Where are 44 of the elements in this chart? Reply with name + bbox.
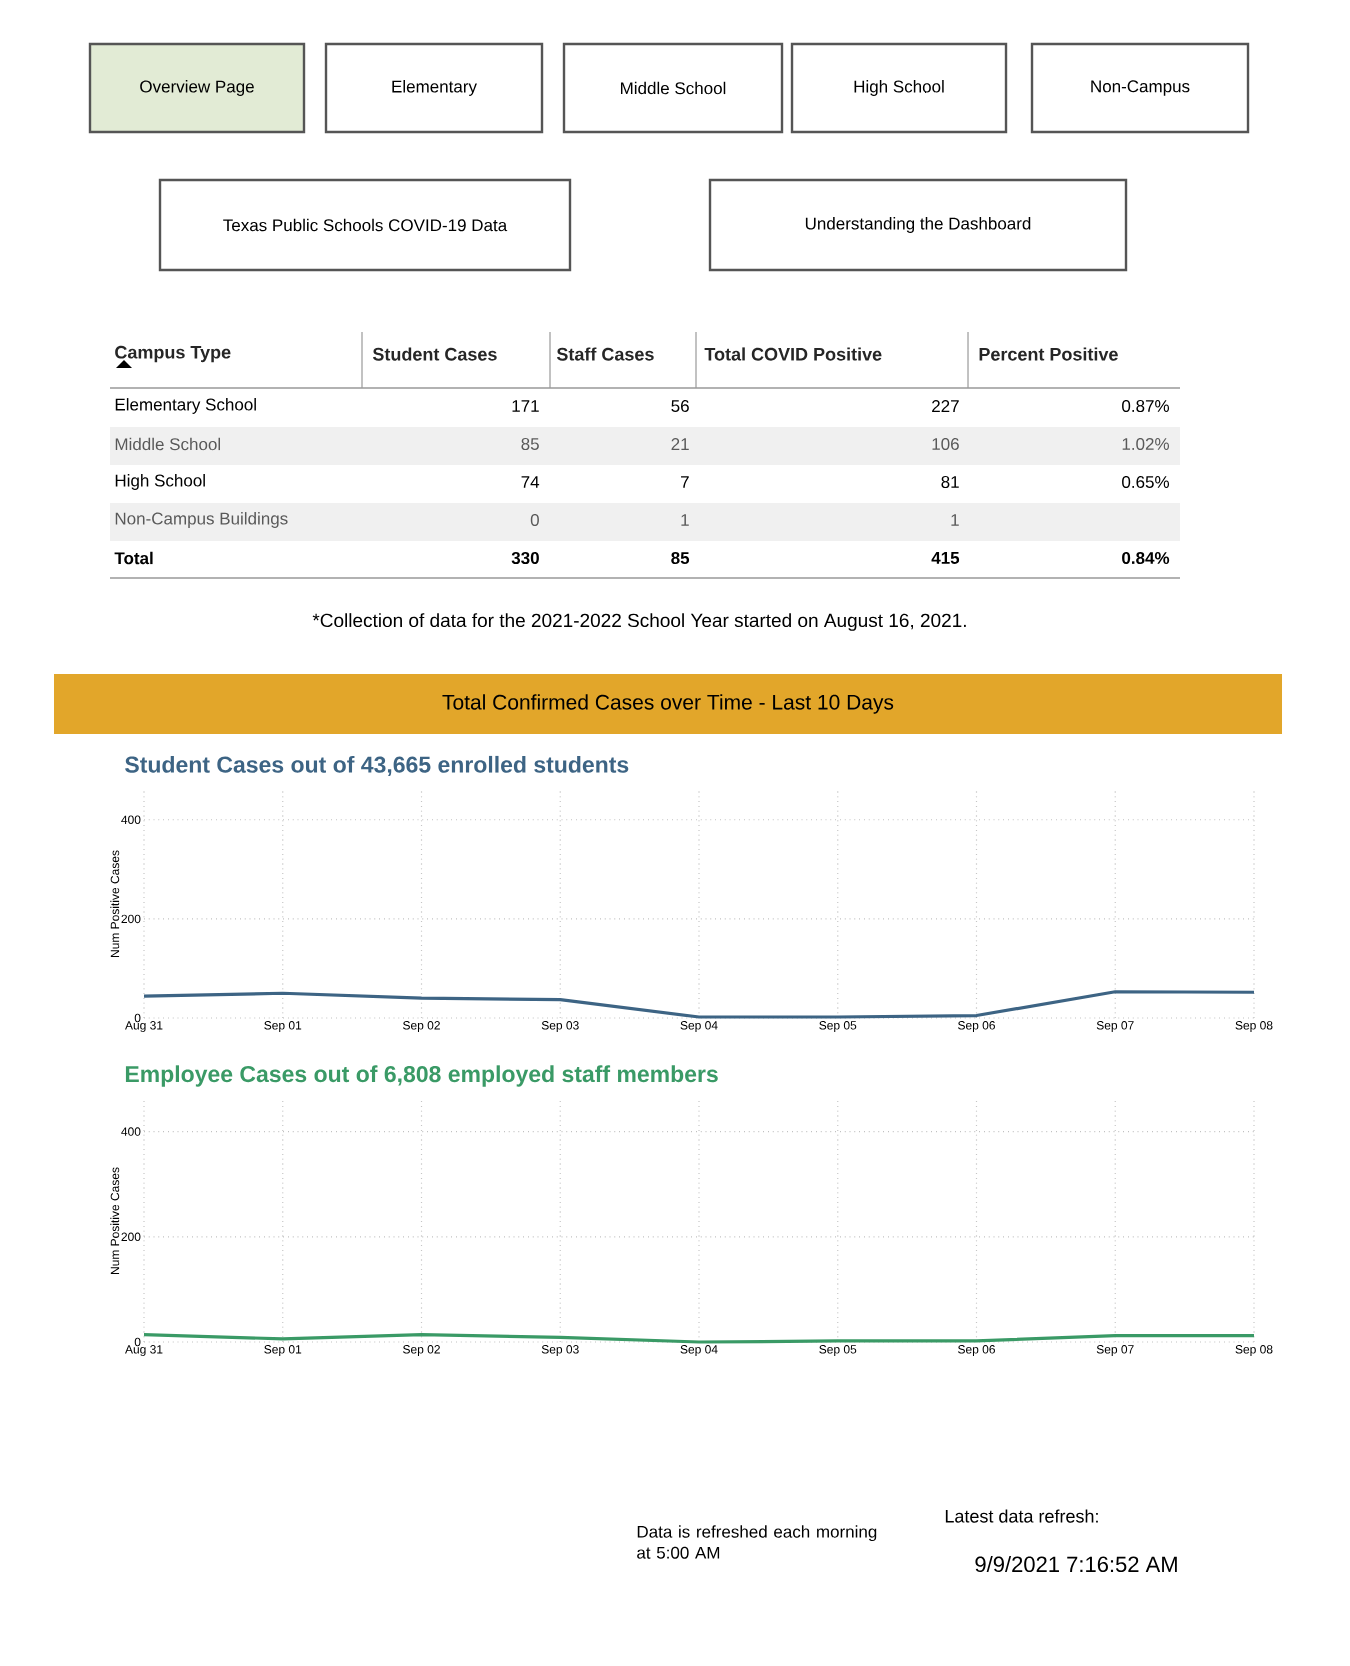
text: Percent Positive — [979, 347, 1118, 361]
text: High School — [854, 80, 944, 96]
chart-subtitle: Student Cases out of 43,665 enrolled students — [125, 755, 629, 777]
text: 7 — [681, 476, 689, 488]
text: Understanding the Dashboard — [805, 217, 1031, 233]
text: 106 — [932, 438, 959, 451]
text: Staff Cases — [556, 347, 654, 361]
text: Elementary School — [115, 398, 256, 414]
text: Data is refreshed each morning at 5:00 AM — [637, 1525, 877, 1559]
text: 85 — [521, 438, 539, 451]
text: 85 — [671, 552, 690, 565]
text: Total — [114, 551, 153, 565]
text: Overview Page — [140, 80, 254, 96]
text: 171 — [512, 400, 539, 412]
text: 1 — [681, 514, 689, 526]
text: Middle School — [115, 437, 220, 451]
text: Non-Campus Buildings — [115, 512, 288, 528]
text: Campus Type — [115, 345, 231, 363]
text: Student Cases — [372, 347, 497, 361]
text: Texas Public Schools COVID-19 Data — [223, 218, 508, 232]
text: 227 — [932, 400, 959, 412]
text: 0 — [530, 514, 539, 527]
text: 0.65% — [1122, 476, 1170, 489]
text: Middle School — [621, 81, 726, 95]
text: 9/9/2021 7:16:52 AM — [975, 1555, 1177, 1573]
text: 1.02% — [1122, 438, 1170, 451]
text: 1 — [951, 514, 959, 526]
text: 81 — [941, 476, 959, 489]
text: Total COVID Positive — [704, 347, 882, 361]
text: 74 — [521, 476, 540, 488]
chart-title: Total Confirmed Cases over Time - Last 10 Days — [442, 694, 894, 714]
text: *Collection of data for the 2021-2022 School Year started on August 16, 2021. — [312, 613, 966, 631]
text: 21 — [671, 438, 689, 450]
text: 415 — [931, 552, 960, 564]
line-series — [142, 990, 1256, 1019]
text: 0.87% — [1122, 400, 1170, 413]
text: Non-Campus — [1091, 80, 1190, 96]
text: Elementary — [392, 80, 477, 96]
text: High School — [115, 474, 205, 490]
text: 0.84% — [1122, 552, 1170, 565]
text: Latest data refresh: — [945, 1509, 1098, 1523]
text: 56 — [671, 400, 689, 413]
chart-subtitle: Employee Cases out of 6,808 employed staff members — [125, 1065, 718, 1087]
text: 330 — [511, 551, 539, 565]
